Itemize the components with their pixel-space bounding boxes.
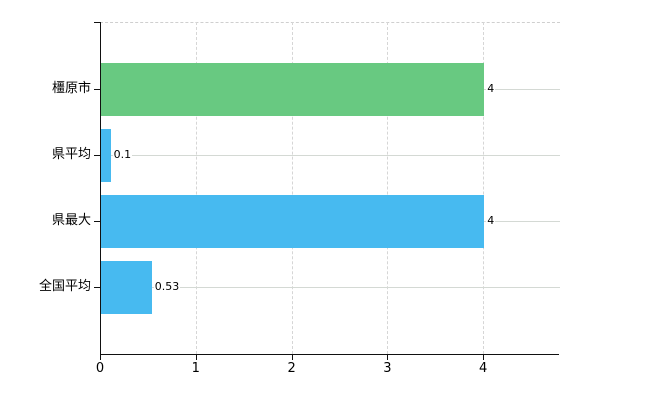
x-axis-tick-label: 0: [95, 361, 105, 376]
value-label-national-average: 0.53: [153, 280, 181, 293]
value-label-prefecture-max: 4: [486, 214, 496, 227]
bar-national-average: [101, 260, 152, 314]
gridline-vertical: [195, 22, 197, 354]
y-axis-tick: [94, 22, 100, 23]
y-axis-label-national-average: 全国平均: [38, 279, 91, 294]
y-axis-label-kashihara-city: 橿原市: [51, 81, 91, 96]
x-axis-tick-label: 2: [287, 361, 296, 376]
x-axis-tick: [100, 354, 101, 360]
plot-top-border: [100, 22, 560, 23]
gridline-horizontal: [100, 287, 560, 288]
gridline-vertical: [291, 22, 293, 354]
gridline-horizontal: [100, 155, 560, 156]
bar-kashihara-city: [101, 62, 485, 116]
y-axis-tick: [94, 89, 100, 90]
bar-prefecture-average: [101, 128, 111, 182]
x-axis-tick: [291, 354, 293, 360]
x-axis-line: [100, 354, 559, 355]
value-label-prefecture-average: 0.1: [112, 148, 133, 161]
value-label-kashihara-city: 4: [486, 82, 496, 95]
y-axis-tick: [94, 221, 100, 222]
x-axis-tick: [195, 354, 197, 360]
x-axis-tick: [387, 354, 389, 360]
y-axis-tick: [94, 287, 100, 288]
x-axis-tick-label: 1: [191, 361, 200, 376]
gridline-vertical: [387, 22, 389, 354]
y-axis-label-prefecture-max: 県最大: [51, 213, 91, 228]
x-axis-tick: [483, 354, 485, 360]
y-axis-label-prefecture-average: 県平均: [51, 147, 91, 162]
x-axis-tick-label: 4: [479, 361, 488, 376]
x-axis-tick-label: 3: [383, 361, 392, 376]
y-axis-line: [100, 22, 101, 355]
y-axis-tick: [94, 155, 100, 156]
bar-prefecture-max: [101, 194, 485, 248]
gridline-vertical: [483, 22, 485, 354]
